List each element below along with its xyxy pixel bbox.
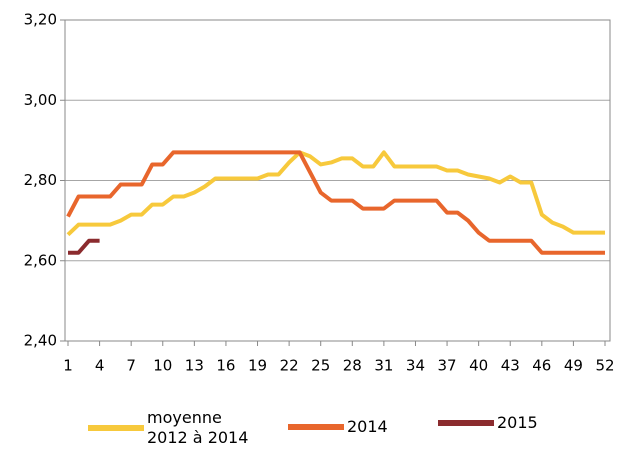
series-line	[66, 150, 605, 237]
x-tick-label: 52	[595, 357, 614, 375]
x-tick-label: 46	[532, 357, 551, 375]
x-tick-label: 22	[280, 357, 299, 375]
series-line	[66, 150, 605, 255]
legend-label: 2014	[347, 417, 388, 436]
x-tick-label: 34	[406, 357, 425, 375]
x-tick-label: 7	[126, 357, 136, 375]
y-tick-label: 2,40	[24, 332, 57, 350]
legend-swatch	[88, 425, 144, 431]
x-tick-label: 40	[469, 357, 488, 375]
x-tick-label: 49	[564, 357, 583, 375]
plot-border	[64, 19, 611, 342]
x-tick-label: 16	[216, 357, 235, 375]
x-tick-label: 28	[343, 357, 362, 375]
legend-swatch	[438, 420, 494, 426]
x-tick-label: 1	[63, 357, 73, 375]
x-tick-label: 19	[248, 357, 267, 375]
x-tick-label: 43	[501, 357, 520, 375]
y-tick-label: 2,80	[24, 171, 57, 189]
x-tick-label: 25	[311, 357, 330, 375]
x-tick-label: 13	[185, 357, 204, 375]
x-tick-label: 31	[374, 357, 393, 375]
legend-item: moyenne 2012 à 2014	[88, 408, 248, 448]
legend-swatch	[288, 424, 344, 430]
x-tick-label: 10	[153, 357, 172, 375]
legend-label: 2015	[497, 413, 538, 432]
legend-item: 2015	[438, 413, 538, 433]
legend-label: moyenne 2012 à 2014	[147, 408, 249, 447]
x-tick-label: 37	[438, 357, 457, 375]
legend-item: 2014	[288, 417, 388, 437]
y-tick-label: 3,00	[24, 91, 57, 109]
y-tick-label: 3,20	[24, 11, 57, 29]
x-tick-label: 4	[95, 357, 105, 375]
series-line	[68, 238, 100, 255]
y-tick-label: 2,60	[24, 251, 57, 269]
